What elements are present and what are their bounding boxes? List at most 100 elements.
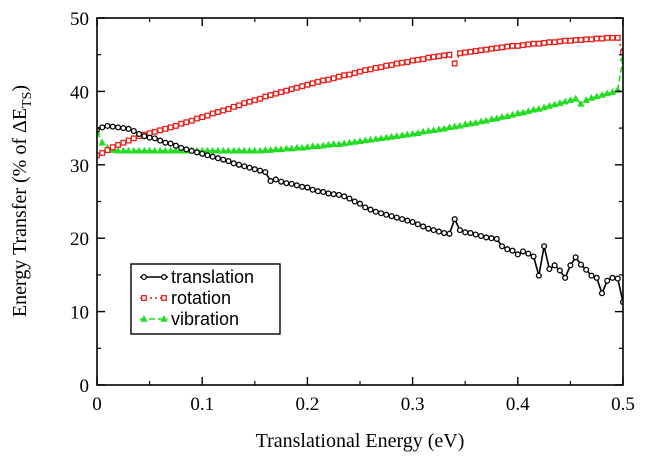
data-point-vibration bbox=[472, 118, 480, 126]
data-point-rotation bbox=[514, 42, 521, 49]
data-point-translation bbox=[472, 231, 479, 238]
data-point-rotation bbox=[430, 53, 437, 60]
data-point-rotation bbox=[204, 112, 211, 119]
data-point-rotation bbox=[257, 95, 264, 102]
data-point-vibration bbox=[608, 88, 617, 95]
data-point-translation bbox=[614, 275, 621, 282]
data-point-translation bbox=[99, 124, 106, 131]
data-point-rotation bbox=[420, 56, 427, 63]
data-point-translation bbox=[193, 149, 200, 156]
y-tick-label: 50 bbox=[70, 9, 89, 30]
data-point-vibration bbox=[577, 99, 585, 107]
data-point-rotation bbox=[330, 75, 337, 82]
data-point-translation bbox=[178, 144, 185, 151]
data-point-translation bbox=[167, 140, 174, 147]
data-point-vibration bbox=[135, 146, 143, 154]
data-point-translation bbox=[257, 167, 264, 174]
data-point-rotation bbox=[130, 135, 137, 142]
data-point-translation bbox=[267, 177, 274, 184]
data-point-vibration bbox=[393, 132, 401, 139]
data-point-translation bbox=[199, 150, 206, 157]
data-point-rotation bbox=[451, 60, 458, 67]
data-point-translation bbox=[493, 235, 500, 242]
data-point-vibration bbox=[556, 99, 564, 106]
y-tick-label: 20 bbox=[70, 229, 89, 250]
data-point-vibration bbox=[361, 136, 369, 144]
data-point-translation bbox=[583, 266, 590, 273]
data-point-rotation bbox=[462, 49, 469, 56]
x-axis-title: Translational Energy (eV) bbox=[256, 430, 465, 452]
data-point-vibration bbox=[503, 112, 511, 120]
data-point-rotation bbox=[367, 66, 374, 73]
data-point-rotation bbox=[456, 50, 463, 57]
data-point-translation bbox=[225, 158, 232, 165]
series-layer bbox=[97, 34, 623, 306]
data-point-vibration bbox=[282, 144, 291, 152]
data-point-translation bbox=[409, 219, 416, 226]
data-point-vibration bbox=[345, 138, 354, 146]
data-point-vibration bbox=[514, 109, 522, 117]
data-point-vibration bbox=[335, 140, 343, 147]
data-point-translation bbox=[556, 267, 563, 274]
series-rotation bbox=[97, 34, 623, 159]
data-point-vibration bbox=[466, 119, 475, 127]
data-point-vibration bbox=[456, 121, 464, 129]
data-point-rotation bbox=[609, 34, 616, 41]
data-point-vibration bbox=[450, 122, 459, 130]
y-tick-label: 0 bbox=[80, 376, 90, 397]
data-point-vibration bbox=[272, 145, 280, 153]
data-point-vibration bbox=[550, 100, 559, 108]
data-point-vibration bbox=[414, 129, 422, 136]
data-point-vibration bbox=[429, 126, 438, 134]
data-point-rotation bbox=[230, 103, 237, 110]
data-point-rotation bbox=[246, 98, 253, 105]
data-point-rotation bbox=[325, 76, 332, 83]
data-point-translation bbox=[214, 155, 222, 162]
legend-item-translation: translation bbox=[140, 267, 254, 287]
data-point-rotation bbox=[562, 37, 569, 44]
data-point-vibration bbox=[245, 146, 254, 154]
data-point-rotation bbox=[478, 47, 484, 54]
data-point-vibration bbox=[329, 140, 338, 147]
legend-marker bbox=[160, 273, 168, 281]
data-point-translation bbox=[598, 290, 606, 297]
data-point-vibration bbox=[408, 129, 417, 137]
data-point-translation bbox=[377, 210, 385, 217]
data-point-rotation bbox=[304, 81, 311, 88]
data-point-rotation bbox=[357, 68, 363, 75]
data-point-translation bbox=[251, 166, 258, 173]
data-point-vibration bbox=[124, 146, 133, 154]
legend-marker bbox=[160, 314, 168, 322]
data-point-rotation bbox=[362, 67, 369, 74]
data-point-rotation bbox=[409, 57, 416, 64]
data-point-vibration bbox=[524, 107, 533, 114]
data-point-rotation bbox=[172, 122, 179, 129]
data-point-translation bbox=[498, 243, 506, 250]
data-point-rotation bbox=[435, 53, 442, 60]
data-point-rotation bbox=[472, 48, 479, 54]
data-point-rotation bbox=[199, 114, 206, 121]
data-point-translation bbox=[462, 229, 469, 236]
data-point-rotation bbox=[293, 84, 300, 91]
data-point-translation bbox=[562, 274, 569, 281]
data-point-vibration bbox=[498, 113, 506, 120]
data-point-rotation bbox=[483, 46, 490, 53]
data-point-vibration bbox=[582, 96, 590, 103]
data-point-rotation bbox=[499, 44, 505, 51]
data-point-rotation bbox=[241, 100, 248, 107]
data-point-rotation bbox=[299, 83, 306, 90]
data-point-vibration bbox=[592, 92, 601, 100]
data-point-vibration bbox=[351, 138, 359, 145]
data-point-rotation bbox=[556, 38, 563, 45]
data-point-rotation bbox=[372, 64, 379, 71]
data-point-rotation bbox=[383, 62, 390, 69]
data-point-translation bbox=[509, 247, 516, 254]
data-point-translation bbox=[346, 195, 353, 202]
data-point-rotation bbox=[215, 109, 221, 115]
x-tick-label: 0.1 bbox=[190, 394, 214, 415]
data-point-rotation bbox=[125, 137, 132, 144]
data-point-rotation bbox=[588, 36, 595, 43]
legend-label: translation bbox=[171, 267, 254, 287]
data-point-vibration bbox=[319, 141, 327, 149]
data-point-translation bbox=[451, 216, 458, 223]
